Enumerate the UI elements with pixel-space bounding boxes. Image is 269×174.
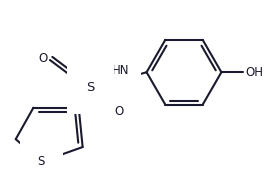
Text: S: S bbox=[38, 155, 45, 168]
Text: S: S bbox=[86, 81, 95, 94]
Text: HN: HN bbox=[112, 64, 129, 77]
Text: O: O bbox=[39, 52, 48, 65]
Text: O: O bbox=[114, 105, 124, 118]
Text: OH: OH bbox=[245, 66, 263, 79]
